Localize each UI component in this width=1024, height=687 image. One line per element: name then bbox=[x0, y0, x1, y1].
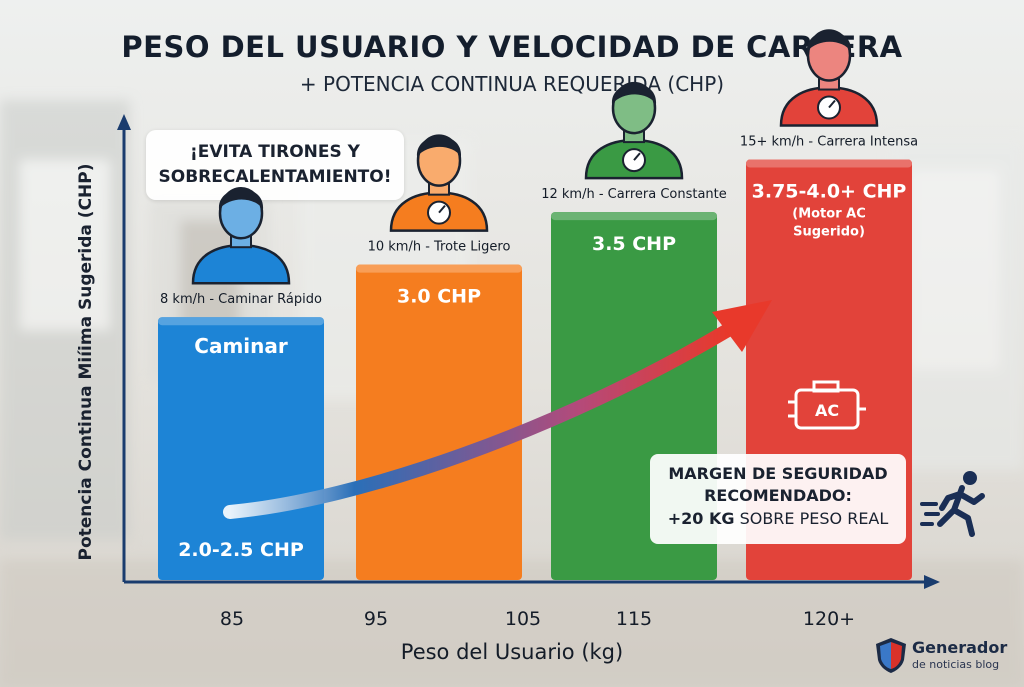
x-tick-label-5: 120+ bbox=[803, 608, 855, 630]
value-label-1: 2.0-2.5 CHP bbox=[178, 539, 304, 561]
brand-logo: Generador de noticias blog bbox=[874, 636, 1014, 678]
bar-highlight-2 bbox=[356, 264, 522, 273]
category-label-2: 10 km/h - Trote Ligero bbox=[368, 240, 511, 255]
speedometer-icon-2 bbox=[427, 200, 451, 225]
persons-layer bbox=[191, 29, 879, 285]
bar-highlight-3 bbox=[551, 212, 717, 221]
x-tick-label-1: 85 bbox=[220, 608, 244, 630]
y-axis-arrowhead bbox=[117, 114, 131, 130]
running-person-icon bbox=[920, 471, 985, 537]
callout-box: ¡EVITA TIRONES Y SOBRECALENTAMIENTO! bbox=[146, 130, 404, 200]
speedometer-icon-4 bbox=[817, 95, 841, 120]
x-tick-label-2: 95 bbox=[364, 608, 388, 630]
value-label-4: 3.75-4.0+ CHP bbox=[752, 181, 907, 203]
x-axis-label: Peso del Usuario (kg) bbox=[400, 640, 624, 664]
axes bbox=[117, 114, 940, 589]
value-label-3: 3.5 CHP bbox=[592, 233, 676, 255]
bar-highlight-1 bbox=[158, 317, 324, 326]
trend-arrow-icon bbox=[223, 300, 772, 519]
ac-motor-icon: AC bbox=[788, 380, 866, 430]
safety-line-2: RECOMENDADO: bbox=[704, 486, 852, 505]
person-avatar-icon-2 bbox=[389, 134, 489, 232]
callout-text: ¡EVITA TIRONES Y SOBRECALENTAMIENTO! bbox=[158, 142, 392, 187]
safety-rest-text: SOBRE PESO REAL bbox=[734, 509, 889, 528]
bar-2 bbox=[356, 264, 522, 580]
safety-line-1: MARGEN DE SEGURIDAD bbox=[668, 464, 888, 483]
bar-1 bbox=[158, 317, 324, 580]
person-avatar-icon-1 bbox=[191, 186, 291, 285]
bar-highlight-4 bbox=[746, 159, 912, 168]
category-label-1: 8 km/h - Caminar Rápido bbox=[160, 292, 322, 307]
bar-note-4: (Motor AC Sugerido) bbox=[792, 207, 866, 240]
person-avatar-icon-4 bbox=[779, 29, 879, 127]
safety-line-3: +20 KG SOBRE PESO REAL bbox=[650, 507, 906, 531]
x-tick-label-3: 105 bbox=[505, 608, 541, 630]
person-avatar-icon-3 bbox=[584, 81, 684, 180]
speedometer-icon-3 bbox=[622, 148, 646, 173]
category-label-3: 12 km/h - Carrera Constante bbox=[541, 187, 727, 202]
brand-tagline: de noticias blog bbox=[912, 658, 1000, 671]
brand-name: Generador bbox=[912, 638, 1008, 657]
motor-badge-text: AC bbox=[815, 401, 839, 420]
bar-title-1: Caminar bbox=[194, 334, 288, 358]
chart-subtitle: + POTENCIA CONTINUA REQUERIDA (CHP) bbox=[299, 72, 725, 96]
x-ticks: 85 95 105 115 120+ bbox=[220, 608, 855, 630]
shield-logo-icon bbox=[876, 638, 906, 673]
x-tick-label-4: 115 bbox=[616, 608, 652, 630]
safety-margin-box: MARGEN DE SEGURIDAD RECOMENDADO: +20 KG … bbox=[650, 454, 906, 544]
value-label-2: 3.0 CHP bbox=[397, 286, 481, 308]
safety-bold-value: +20 KG bbox=[667, 509, 735, 528]
category-label-4: 15+ km/h - Carrera Intensa bbox=[740, 135, 918, 150]
chart-title: PESO DEL USUARIO Y VELOCIDAD DE CARRERA bbox=[121, 30, 903, 64]
x-axis-arrowhead bbox=[924, 575, 940, 589]
